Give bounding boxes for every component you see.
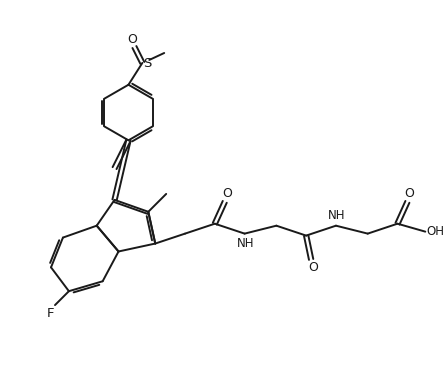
Text: O: O (308, 261, 318, 274)
Text: OH: OH (426, 225, 444, 238)
Text: NH: NH (328, 209, 346, 222)
Text: O: O (222, 187, 232, 201)
Text: O: O (405, 187, 414, 201)
Text: NH: NH (237, 237, 254, 250)
Text: O: O (128, 33, 138, 46)
Text: F: F (46, 307, 54, 319)
Text: S: S (143, 57, 151, 70)
